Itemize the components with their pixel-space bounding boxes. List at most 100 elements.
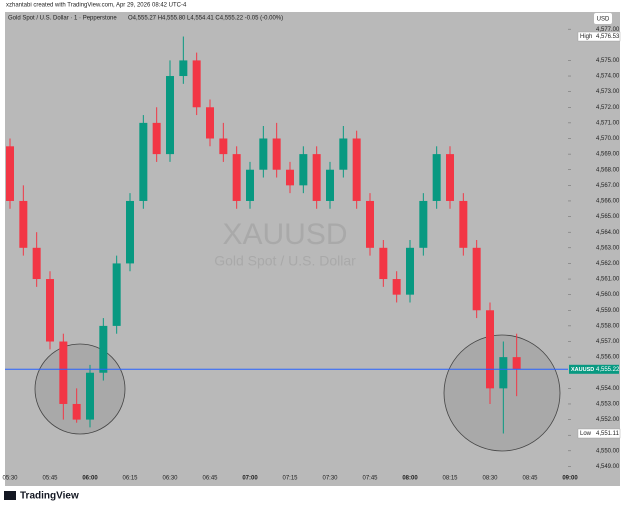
x-tick-label: 06:30 bbox=[162, 476, 178, 482]
marker-label: 4,551.11 bbox=[596, 431, 620, 437]
price-axis bbox=[568, 12, 620, 468]
y-tick-label: 4,570.00 bbox=[596, 136, 620, 142]
candle-body bbox=[72, 403, 81, 420]
candle-body bbox=[406, 247, 414, 295]
x-tick-label: 09:00 bbox=[562, 476, 578, 482]
candle-body bbox=[299, 154, 308, 186]
highlight-circle bbox=[34, 343, 126, 435]
brand-logo bbox=[4, 491, 16, 500]
candle-body bbox=[192, 60, 201, 108]
x-tick-label: 08:45 bbox=[522, 476, 538, 482]
y-tick-label: 4,575.00 bbox=[596, 58, 620, 64]
watermark-name: Gold Spot / U.S. Dollar bbox=[214, 253, 356, 269]
candle-body bbox=[512, 357, 521, 370]
candle-body bbox=[152, 122, 161, 155]
candle-body bbox=[392, 279, 401, 295]
y-tick-label: 4,561.00 bbox=[596, 277, 620, 283]
x-tick-label: 06:15 bbox=[122, 476, 138, 482]
candle-body bbox=[326, 169, 334, 201]
time-axis bbox=[5, 468, 620, 486]
y-tick-label: 4,558.00 bbox=[596, 323, 620, 329]
y-tick-label: 4,565.00 bbox=[596, 214, 620, 220]
candle-body bbox=[206, 107, 214, 139]
x-tick-label: 07:30 bbox=[322, 476, 338, 482]
y-tick-label: 4,567.00 bbox=[596, 183, 620, 189]
candle-body bbox=[259, 138, 268, 170]
candle-body bbox=[59, 341, 68, 404]
candle-body bbox=[166, 76, 174, 155]
ohlc-text: O4,555.27 H4,555.80 L4,554.41 C4,555.22 … bbox=[128, 16, 283, 22]
y-tick-label: 4,577.00 bbox=[596, 27, 620, 33]
y-tick-label: 4,553.00 bbox=[596, 402, 620, 408]
x-tick-label: 07:15 bbox=[282, 476, 298, 482]
y-tick-label: 4,574.00 bbox=[596, 74, 620, 80]
marker-label: 4,576.53 bbox=[596, 34, 620, 40]
candle-body bbox=[46, 279, 54, 342]
candle-body bbox=[272, 138, 281, 170]
chart-title: Gold Spot / U.S. Dollar · 1 · Pepperston… bbox=[8, 16, 117, 22]
highlight-circle bbox=[443, 334, 561, 452]
x-tick-label: 06:00 bbox=[82, 476, 98, 482]
y-tick-label: 4,571.00 bbox=[596, 120, 620, 126]
candle-body bbox=[499, 357, 508, 389]
header: xzhantabi created with TradingView.com, … bbox=[6, 3, 187, 9]
x-tick-label: 05:30 bbox=[2, 476, 18, 482]
candle-body bbox=[232, 154, 241, 201]
y-tick-label: 4,563.00 bbox=[596, 245, 620, 251]
candle-body bbox=[339, 138, 348, 170]
watermark-symbol: XAUUSD bbox=[222, 218, 347, 251]
x-tick-label: 05:45 bbox=[42, 476, 58, 482]
y-tick-label: 4,549.00 bbox=[596, 464, 620, 470]
y-tick-label: 4,564.00 bbox=[596, 230, 620, 236]
x-tick-label: 08:00 bbox=[402, 476, 418, 482]
candle-body bbox=[286, 169, 294, 186]
currency[interactable]: USD bbox=[597, 17, 610, 23]
plot-area bbox=[5, 12, 568, 468]
candle-body bbox=[19, 200, 28, 248]
y-tick-label: 4,568.00 bbox=[596, 167, 620, 173]
marker-text: High bbox=[580, 34, 592, 40]
y-tick-label: 4,554.00 bbox=[596, 386, 620, 392]
candle-body bbox=[99, 325, 108, 373]
candle-body bbox=[352, 138, 361, 201]
candle-body bbox=[219, 138, 228, 155]
y-tick-label: 4,550.00 bbox=[596, 448, 620, 454]
candle-body bbox=[472, 247, 481, 311]
x-tick-label: 08:30 bbox=[482, 476, 498, 482]
y-tick-label: 4,552.00 bbox=[596, 417, 620, 423]
x-tick-label: 06:45 bbox=[202, 476, 218, 482]
brand: TradingView bbox=[20, 491, 79, 502]
candle-body bbox=[179, 60, 188, 77]
marker-box bbox=[577, 31, 621, 42]
y-tick-label: 4,559.00 bbox=[596, 308, 620, 314]
y-tick-label: 4,557.00 bbox=[596, 339, 620, 345]
candle-body bbox=[6, 146, 14, 201]
y-tick-label: 4,560.00 bbox=[596, 292, 620, 298]
candle-body bbox=[312, 154, 321, 201]
x-tick-label: 08:15 bbox=[442, 476, 458, 482]
last-price-symbol: XAUUSD bbox=[571, 367, 594, 373]
currency-button[interactable] bbox=[594, 13, 612, 24]
marker-box bbox=[577, 428, 621, 439]
candle-body bbox=[379, 247, 388, 280]
candle-body bbox=[112, 263, 121, 326]
candle-body bbox=[432, 154, 441, 201]
candle-body bbox=[246, 169, 254, 201]
y-tick-label: 4,572.00 bbox=[596, 105, 620, 111]
candle-body bbox=[366, 200, 374, 248]
candle-body bbox=[446, 154, 454, 201]
y-tick-label: 4,566.00 bbox=[596, 199, 620, 205]
y-tick-label: 4,569.00 bbox=[596, 152, 620, 158]
marker-text: Low bbox=[580, 431, 592, 437]
x-tick-label: 07:45 bbox=[362, 476, 378, 482]
y-tick-label: 4,556.00 bbox=[596, 355, 620, 361]
candle-body bbox=[459, 200, 468, 248]
candle-body bbox=[139, 122, 148, 201]
last-price-label: 4,555.22 bbox=[596, 367, 620, 373]
last-price-box bbox=[569, 364, 619, 374]
candle-body bbox=[32, 247, 41, 280]
x-tick-label: 07:00 bbox=[242, 476, 258, 482]
y-tick-label: 4,573.00 bbox=[596, 89, 620, 95]
